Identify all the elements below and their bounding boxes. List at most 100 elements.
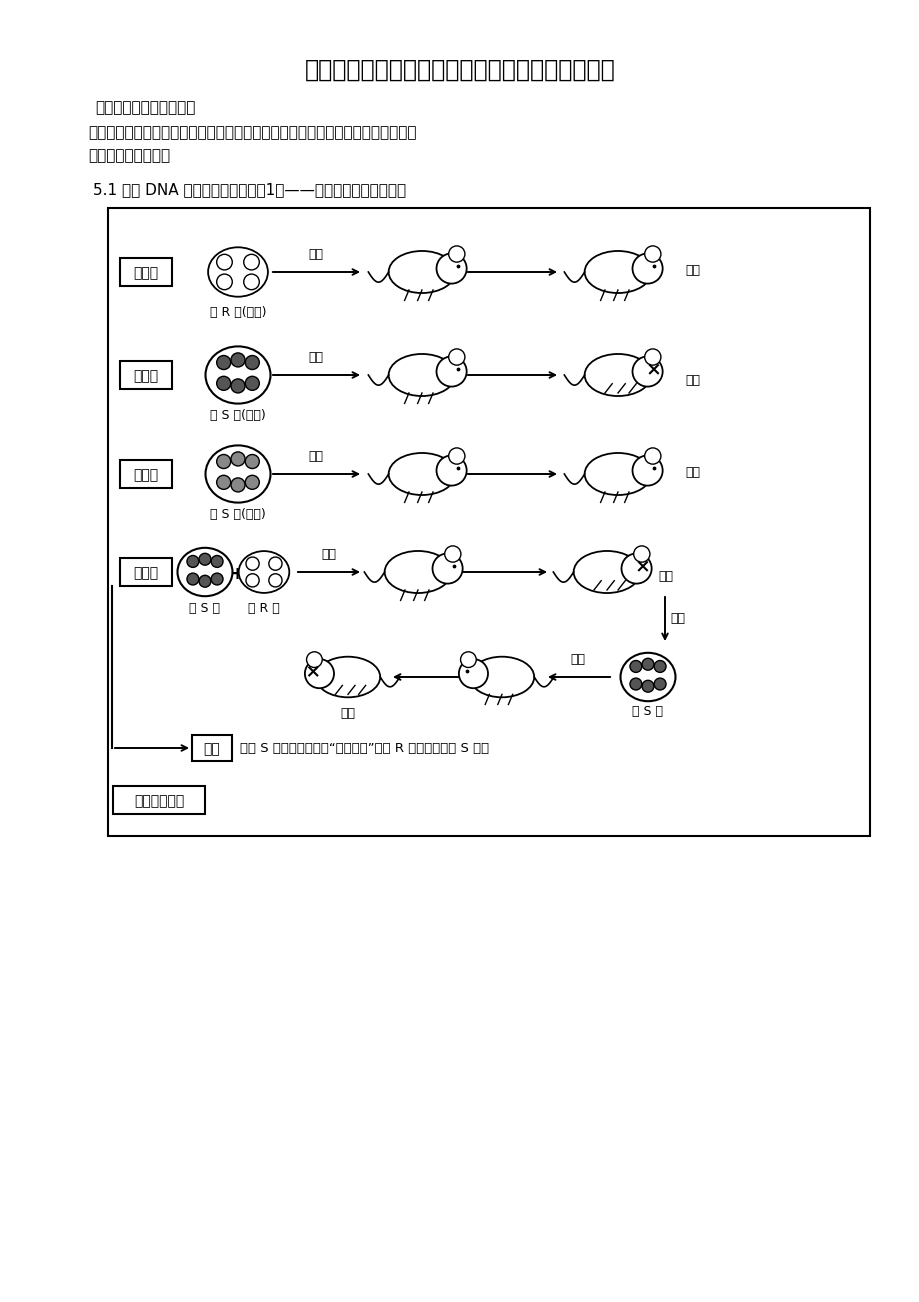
Bar: [108, 208, 869, 836]
Circle shape: [211, 556, 222, 568]
Circle shape: [217, 254, 232, 270]
Circle shape: [244, 275, 259, 289]
Circle shape: [245, 574, 259, 587]
Circle shape: [644, 448, 660, 464]
Bar: [192, 736, 232, 760]
Circle shape: [199, 575, 210, 587]
Circle shape: [448, 246, 464, 262]
Text: 第四组: 第四组: [133, 566, 158, 579]
Ellipse shape: [238, 551, 289, 592]
Text: 异、现代进化理论）: 异、现代进化理论）: [88, 148, 170, 163]
Text: 设想: 设想: [203, 742, 221, 756]
Ellipse shape: [388, 354, 455, 396]
Circle shape: [245, 355, 259, 370]
Ellipse shape: [388, 453, 455, 495]
Circle shape: [217, 275, 232, 289]
Ellipse shape: [584, 251, 651, 293]
Circle shape: [306, 652, 322, 668]
Circle shape: [444, 546, 460, 562]
Text: 活 S 型(有毒): 活 S 型(有毒): [210, 409, 266, 422]
Circle shape: [632, 357, 662, 387]
Circle shape: [217, 475, 231, 490]
Text: 注射: 注射: [308, 352, 323, 365]
Ellipse shape: [470, 656, 534, 698]
Text: 注射: 注射: [308, 450, 323, 464]
Ellipse shape: [384, 551, 451, 592]
Circle shape: [304, 659, 334, 689]
Text: 健康: 健康: [685, 466, 699, 479]
Ellipse shape: [388, 251, 455, 293]
Text: 第三组: 第三组: [133, 467, 158, 482]
Text: 注射: 注射: [321, 548, 336, 561]
Ellipse shape: [573, 551, 640, 592]
Text: 分离: 分离: [669, 612, 685, 625]
Bar: [119, 559, 172, 586]
Ellipse shape: [205, 346, 270, 404]
Circle shape: [448, 448, 464, 464]
Circle shape: [653, 660, 665, 672]
Text: 格里菲思实验: 格里菲思实验: [134, 794, 184, 809]
Circle shape: [217, 355, 231, 370]
Circle shape: [217, 454, 231, 469]
Circle shape: [231, 379, 244, 393]
Text: 活 S 型: 活 S 型: [632, 704, 663, 717]
Circle shape: [245, 475, 259, 490]
Text: 注射: 注射: [570, 654, 584, 667]
Circle shape: [187, 556, 199, 568]
Circle shape: [460, 652, 476, 668]
Text: 第一组: 第一组: [133, 266, 158, 280]
Circle shape: [632, 254, 662, 284]
Circle shape: [653, 678, 665, 690]
Circle shape: [641, 659, 653, 671]
Circle shape: [268, 557, 282, 570]
Circle shape: [436, 456, 466, 486]
Bar: [119, 258, 172, 286]
Circle shape: [245, 376, 259, 391]
Circle shape: [231, 353, 244, 367]
Text: 生物的遗传、变异与进化: 生物的遗传、变异与进化: [95, 100, 195, 115]
Text: 活 R 型: 活 R 型: [248, 602, 279, 615]
Ellipse shape: [315, 656, 380, 698]
Ellipse shape: [208, 247, 267, 297]
Circle shape: [245, 557, 259, 570]
Bar: [113, 786, 205, 814]
Text: 死 S 型(加热): 死 S 型(加热): [210, 508, 266, 521]
Ellipse shape: [177, 548, 233, 596]
Text: 在死 S 细菌中存在某种“转化因子”，使 R 型细菌转化成 S 细菌: 在死 S 细菌中存在某种“转化因子”，使 R 型细菌转化成 S 细菌: [240, 742, 489, 755]
Text: （包括遗传的物质基础、遗传规律、伴性遗传、细胞质遗传、基因突变、染色体变: （包括遗传的物质基础、遗传规律、伴性遗传、细胞质遗传、基因突变、染色体变: [88, 125, 416, 141]
Text: 活 R 型(无毒): 活 R 型(无毒): [210, 306, 266, 319]
Text: 高考生物复习专题之生物的遗传变异与进化上部分: 高考生物复习专题之生物的遗传变异与进化上部分: [304, 59, 615, 82]
Circle shape: [436, 254, 466, 284]
Text: +: +: [229, 565, 244, 583]
Circle shape: [633, 546, 649, 562]
Circle shape: [459, 659, 487, 689]
Circle shape: [187, 573, 199, 585]
Circle shape: [632, 456, 662, 486]
Circle shape: [217, 376, 231, 391]
Text: 5.1 证明 DNA 是遗传物质的实验（1）——肺炎双球菌的转化实验: 5.1 证明 DNA 是遗传物质的实验（1）——肺炎双球菌的转化实验: [93, 182, 405, 197]
Ellipse shape: [584, 453, 651, 495]
Circle shape: [199, 553, 210, 565]
Circle shape: [268, 574, 282, 587]
Circle shape: [644, 349, 660, 365]
Text: 注射: 注射: [308, 247, 323, 260]
Bar: [119, 460, 172, 488]
Text: 死亡: 死亡: [657, 570, 673, 583]
Circle shape: [436, 357, 466, 387]
Circle shape: [244, 254, 259, 270]
Circle shape: [432, 553, 462, 583]
Circle shape: [211, 573, 222, 585]
Circle shape: [630, 660, 641, 672]
Text: 死亡: 死亡: [340, 707, 355, 720]
Circle shape: [630, 678, 641, 690]
Ellipse shape: [619, 652, 675, 702]
Circle shape: [644, 246, 660, 262]
Circle shape: [448, 349, 464, 365]
Text: 健康: 健康: [685, 263, 699, 276]
Text: 死 S 型: 死 S 型: [189, 602, 221, 615]
Circle shape: [245, 454, 259, 469]
Circle shape: [231, 452, 244, 466]
Circle shape: [621, 553, 651, 583]
Text: 死亡: 死亡: [685, 374, 699, 387]
Circle shape: [231, 478, 244, 492]
